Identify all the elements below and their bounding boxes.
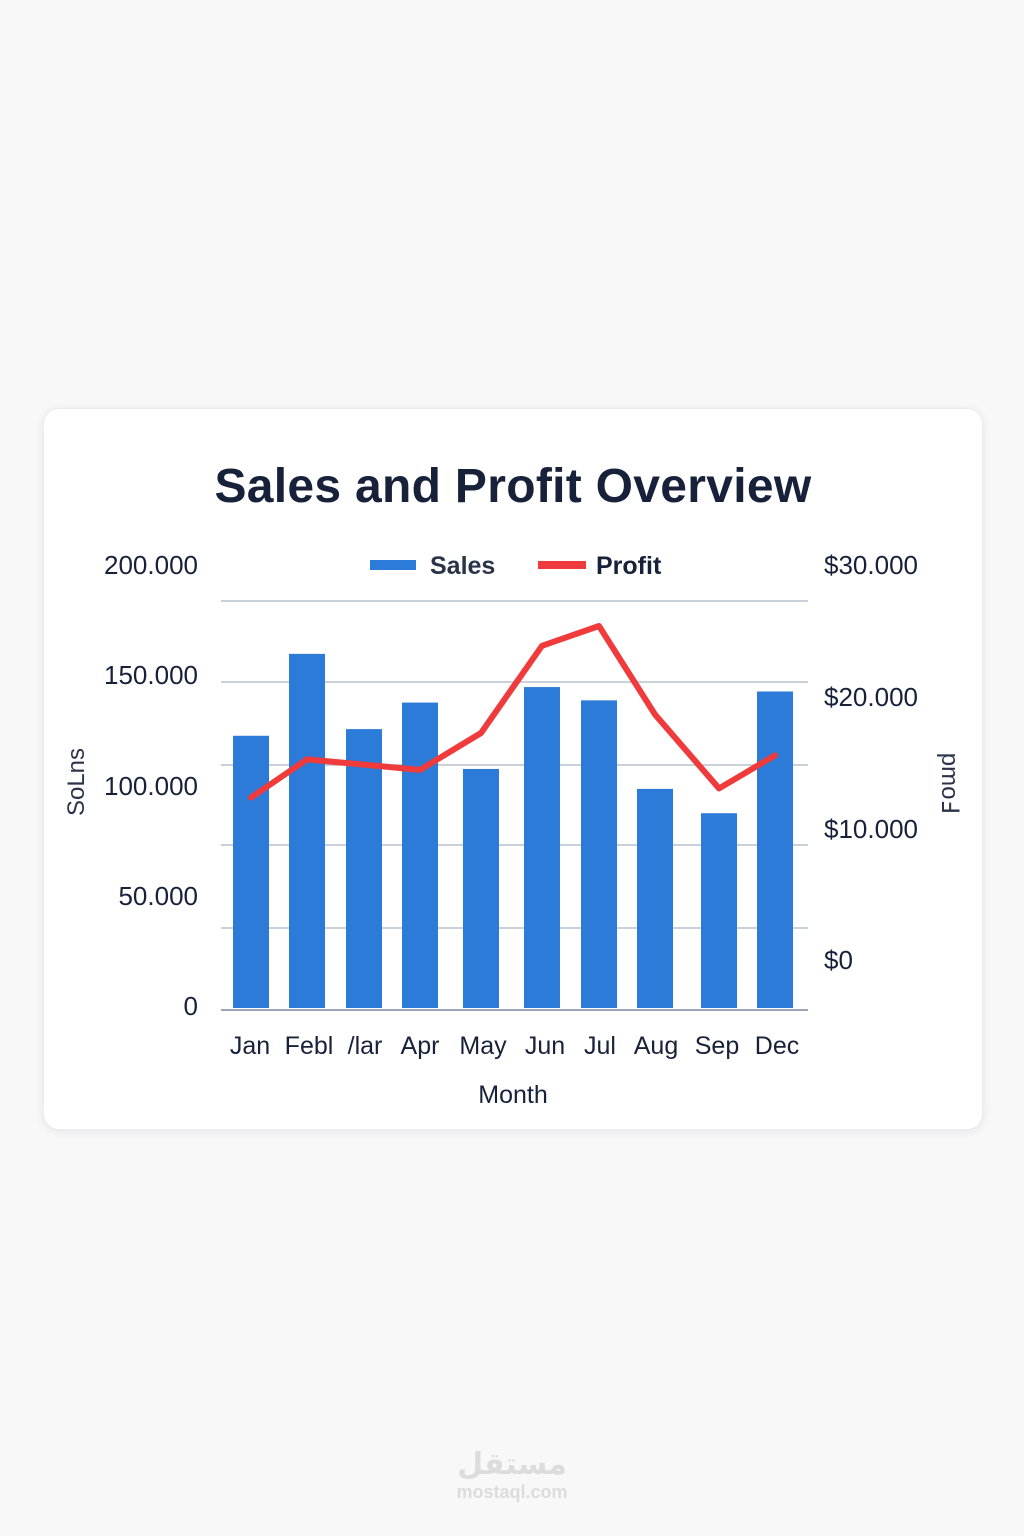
x-axis-ticks: Jan Febl/lar Apr May Jun Jul Aug Sep Dec bbox=[230, 1032, 799, 1060]
right-axis-ticks: $30.000 $20.000 $10.000 $0 bbox=[824, 550, 918, 975]
sales-bar bbox=[701, 813, 737, 1008]
legend-profit-swatch bbox=[538, 561, 586, 569]
left-tick: 50.000 bbox=[118, 881, 198, 911]
sales-bar bbox=[524, 687, 560, 1008]
legend-sales-swatch bbox=[370, 560, 416, 570]
sales-bar bbox=[637, 788, 673, 1008]
watermark-latin: mostaql.com bbox=[456, 1482, 568, 1502]
chart-title: Sales and Profit Overview bbox=[214, 460, 812, 513]
left-tick: 200.000 bbox=[104, 550, 198, 580]
sales-bar bbox=[233, 735, 269, 1008]
left-tick: 150.000 bbox=[104, 660, 198, 690]
sales-bar bbox=[463, 768, 499, 1008]
left-axis-title: SoLns bbox=[63, 748, 90, 816]
right-tick: $30.000 bbox=[824, 550, 918, 580]
x-tick: Apr bbox=[401, 1032, 440, 1060]
left-axis-ticks: 200.000 150.000 100.000 50.000 0 bbox=[104, 550, 198, 1021]
right-tick: $0 bbox=[824, 945, 853, 975]
x-tick: Sep bbox=[695, 1032, 739, 1060]
sales-bar bbox=[346, 729, 382, 1008]
x-tick: Jun bbox=[525, 1032, 565, 1060]
x-tick: Jan bbox=[230, 1032, 270, 1060]
x-axis-title: Month bbox=[478, 1081, 547, 1109]
right-tick: $20.000 bbox=[824, 682, 918, 712]
watermark-arabic: مستقل bbox=[457, 1447, 567, 1482]
watermark: مستقل mostaql.com bbox=[0, 1447, 1024, 1503]
legend-profit-label: Profit bbox=[596, 552, 662, 580]
x-tick: Aug bbox=[634, 1032, 678, 1060]
sales-bar bbox=[402, 702, 438, 1008]
x-tick: /lar bbox=[348, 1032, 383, 1060]
left-tick: 100.000 bbox=[104, 771, 198, 801]
left-tick: 0 bbox=[184, 991, 198, 1021]
x-tick: Jul bbox=[584, 1032, 616, 1060]
x-tick: May bbox=[459, 1032, 507, 1060]
sales-bar bbox=[289, 653, 325, 1008]
sales-bar bbox=[757, 691, 793, 1008]
right-axis-title: pmoℲ bbox=[936, 753, 963, 814]
sales-bar bbox=[581, 700, 617, 1008]
sales-bars bbox=[233, 653, 793, 1008]
legend-sales-label: Sales bbox=[430, 552, 495, 580]
legend: Sales Profit bbox=[370, 552, 662, 580]
x-tick: Febl bbox=[285, 1032, 334, 1060]
x-tick: Dec bbox=[755, 1032, 799, 1060]
profit-line bbox=[248, 623, 778, 801]
right-tick: $10.000 bbox=[824, 814, 918, 844]
